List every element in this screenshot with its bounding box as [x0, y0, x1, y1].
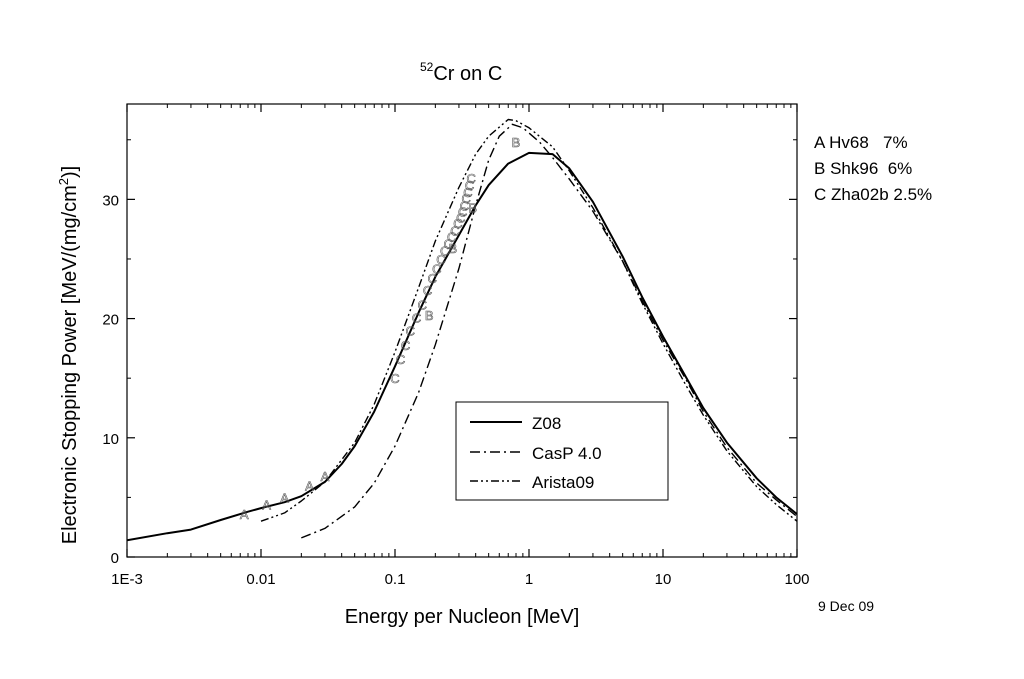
x-tick-label: 100: [784, 571, 809, 588]
legend-label-z08: Z08: [532, 414, 561, 433]
data-marker-c: C: [406, 324, 415, 339]
marker-legend-c: C Zha02b 2.5%: [814, 185, 932, 204]
data-marker-a: A: [321, 469, 330, 484]
x-tick-label: 10: [655, 571, 672, 588]
data-marker-c: C: [428, 271, 437, 286]
data-marker-c: C: [418, 297, 427, 312]
data-marker-c: C: [450, 223, 459, 238]
data-marker-c: C: [396, 352, 405, 367]
date-stamp: 9 Dec 09: [818, 598, 874, 614]
x-axis-label: Energy per Nucleon [MeV]: [345, 606, 580, 628]
chart-title: 52Cr on C: [420, 60, 502, 85]
data-marker-c: C: [401, 338, 410, 353]
y-axis-label-end: )]: [59, 166, 81, 178]
data-marker-c: C: [423, 283, 432, 298]
data-marker-c: C: [436, 252, 445, 267]
x-tick-label: 1E-3: [111, 571, 143, 588]
y-axis-label-superscript: 2: [56, 178, 71, 185]
y-tick-label: 20: [102, 312, 119, 329]
data-marker-c: C: [456, 210, 465, 225]
marker-legend-a: A Hv68 7%: [814, 133, 908, 152]
legend: Z08 CasP 4.0 Arista09: [455, 401, 669, 501]
axis-ticks: 1E-3 0.01 0.1 1 10 100 0 10 20 30: [102, 104, 810, 588]
legend-box: [455, 401, 669, 501]
data-marker-b: B: [468, 201, 477, 216]
data-marker-c: C: [390, 371, 399, 386]
data-marker-b: B: [512, 135, 521, 150]
data-marker-c: C: [462, 191, 471, 206]
x-tick-label: 0.01: [246, 571, 275, 588]
data-marker-a: A: [240, 507, 249, 522]
data-marker-c: C: [444, 236, 453, 251]
data-marker-a: A: [262, 498, 271, 513]
title-superscript: 52: [420, 60, 434, 74]
data-marker-c: C: [440, 244, 449, 259]
data-marker-b: B: [425, 308, 434, 323]
plot-frame: [126, 103, 798, 558]
data-marker-c: C: [460, 198, 469, 213]
data-marker-c: C: [412, 310, 421, 325]
title-main: Cr on C: [433, 63, 502, 85]
legend-label-casp: CasP 4.0: [532, 444, 602, 463]
data-marker-c: C: [458, 204, 467, 219]
data-marker-b: B: [448, 241, 457, 256]
series-layer: [126, 118, 798, 542]
data-marker-a: A: [280, 490, 289, 505]
legend-label-arista: Arista09: [532, 473, 594, 492]
data-marker-a: A: [305, 478, 314, 493]
series-line-casp: [301, 123, 798, 539]
x-tick-label: 0.1: [385, 571, 406, 588]
data-marker-c: C: [465, 178, 474, 193]
data-marker-c: C: [463, 185, 472, 200]
data-marker-c: C: [432, 262, 441, 277]
series-line-arista: [260, 118, 798, 522]
y-axis-label-main: Electronic Stopping Power [MeV/(mg/cm: [59, 185, 81, 544]
data-marker-c: C: [466, 171, 475, 186]
data-marker-c: C: [453, 216, 462, 231]
series-line-z08: [126, 151, 798, 542]
marker-legend: A Hv68 7% B Shk96 6% C Zha02b 2.5%: [814, 133, 932, 204]
x-tick-label: 1: [525, 571, 533, 588]
marker-legend-b: B Shk96 6%: [814, 159, 912, 178]
y-tick-label: 10: [102, 431, 119, 448]
y-tick-label: 30: [102, 192, 119, 209]
y-tick-label: 0: [111, 550, 119, 567]
data-marker-c: C: [447, 229, 456, 244]
y-axis-label: Electronic Stopping Power [MeV/(mg/cm2)]: [56, 166, 81, 544]
